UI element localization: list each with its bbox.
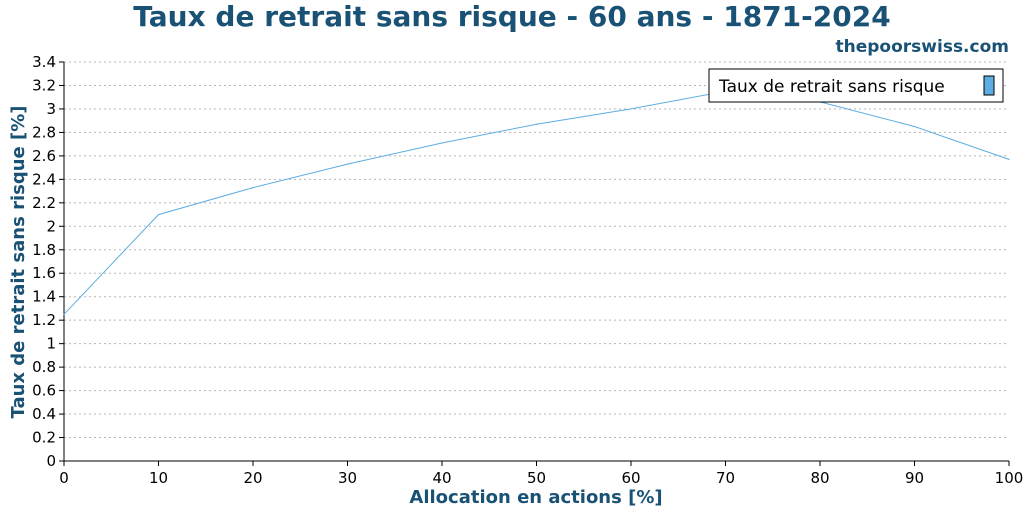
y-tick-label: 0.2 <box>32 429 56 447</box>
y-tick-label: 2 <box>46 217 56 235</box>
data-point <box>252 186 254 189</box>
y-tick-label: 1.6 <box>32 264 56 282</box>
y-tick-label: 3.2 <box>32 76 56 94</box>
y-tick-label: 0.8 <box>32 358 56 376</box>
y-tick-label: 3.4 <box>32 53 56 71</box>
x-tick-label: 30 <box>338 469 357 487</box>
x-tick-label: 100 <box>995 469 1024 487</box>
y-axis-label: Taux de retrait sans risque [%] <box>8 106 29 419</box>
y-axis-ticks: 0 0.2 0.4 0.6 0.8 1 1.2 1.4 1.6 1.8 2 2.2 2.4 2.6 2.8 3… <box>32 53 64 470</box>
legend-box <box>708 68 1004 103</box>
x-tick-label: 0 <box>59 469 69 487</box>
source-label: thepoorswiss.com <box>836 37 1010 57</box>
y-tick-label: 1.8 <box>32 241 56 259</box>
data-point <box>630 108 632 110</box>
data-point <box>1008 158 1010 161</box>
data-point <box>441 142 443 144</box>
y-tick-label: 0 <box>46 452 56 470</box>
y-tick-label: 0.6 <box>32 382 56 400</box>
y-tick-label: 3 <box>46 100 56 118</box>
legend-label: Taux de retrait sans risque <box>718 77 945 97</box>
y-tick-label: 0.4 <box>32 405 56 423</box>
x-tick-label: 90 <box>905 469 924 487</box>
legend: Taux de retrait sans risque <box>708 68 1004 103</box>
x-tick-label: 40 <box>432 469 451 487</box>
y-tick-label: 2.4 <box>32 170 56 188</box>
grid <box>64 61 1009 439</box>
data-point <box>63 313 65 315</box>
data-point <box>913 125 916 128</box>
x-tick-label: 10 <box>149 469 168 487</box>
x-tick-label: 20 <box>243 469 262 487</box>
y-tick-label: 1.4 <box>32 288 56 306</box>
x-tick-label: 80 <box>810 469 829 487</box>
legend-swatch <box>983 75 995 96</box>
y-tick-label: 2.2 <box>32 194 56 212</box>
y-tick-label: 2.6 <box>32 147 56 165</box>
x-tick-label: 70 <box>716 469 735 487</box>
x-axis-ticks: 0 10 20 30 40 50 60 70 80 90 100 <box>59 461 1023 487</box>
y-tick-label: 1.2 <box>32 311 56 329</box>
data-point <box>157 213 160 216</box>
x-tick-label: 50 <box>527 469 546 487</box>
data-point <box>535 123 538 125</box>
y-tick-label: 2.8 <box>32 123 56 141</box>
chart-title: Taux de retrait sans risque - 60 ans - 1… <box>133 0 890 33</box>
x-axis-label: Allocation en actions [%] <box>409 487 662 508</box>
x-tick-label: 60 <box>621 469 640 487</box>
y-tick-label: 1 <box>46 335 56 353</box>
data-point <box>346 163 349 165</box>
